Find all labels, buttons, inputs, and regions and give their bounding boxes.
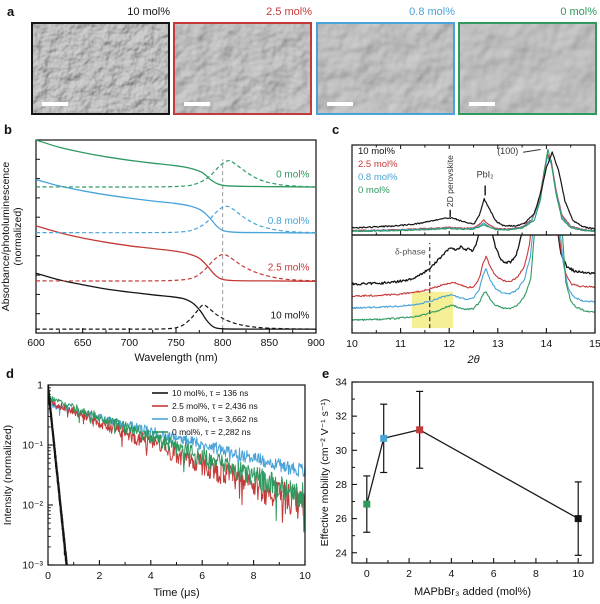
svg-text:10⁻²: 10⁻²	[22, 500, 43, 512]
svg-text:26: 26	[335, 513, 347, 525]
svg-text:(100): (100)	[497, 146, 518, 156]
svg-text:30: 30	[335, 445, 347, 457]
sem-texture	[318, 24, 453, 113]
svg-text:Intensity (normalized): Intensity (normalized)	[2, 425, 14, 525]
svg-text:8: 8	[533, 568, 539, 580]
sem-image-label: 2.5 mol%	[266, 6, 312, 18]
svg-text:2: 2	[406, 568, 412, 580]
svg-text:15: 15	[589, 338, 600, 350]
svg-text:(normalized): (normalized)	[12, 207, 24, 265]
sem-texture	[175, 24, 310, 113]
svg-text:0.8 mol%: 0.8 mol%	[358, 172, 398, 183]
svg-text:10 mol%, τ = 136 ns: 10 mol%, τ = 136 ns	[172, 388, 248, 398]
svg-text:24: 24	[335, 547, 347, 559]
svg-text:PbI₂: PbI₂	[477, 169, 495, 179]
svg-text:10: 10	[572, 568, 584, 580]
panel-letter-a: a	[7, 4, 15, 19]
svg-text:1: 1	[37, 380, 43, 392]
svg-text:0 mol%: 0 mol%	[276, 170, 309, 181]
svg-text:750: 750	[167, 337, 185, 349]
svg-text:4: 4	[148, 570, 154, 582]
absorbance-pl-chart: 600 650 700 750 800 850 900 10 mol% 2.5 mol% 0.8 …	[0, 139, 325, 364]
svg-text:10: 10	[299, 570, 311, 582]
svg-text:700: 700	[121, 337, 139, 349]
svg-text:6: 6	[199, 570, 205, 582]
svg-text:0 mol%, τ = 2,282 ns: 0 mol%, τ = 2,282 ns	[172, 427, 251, 437]
svg-text:MAPbBr₃ added (mol%): MAPbBr₃ added (mol%)	[414, 586, 531, 598]
svg-text:2: 2	[96, 570, 102, 582]
svg-text:34: 34	[335, 377, 347, 389]
scale-bar-icon	[42, 102, 68, 106]
svg-text:0.8 mol%: 0.8 mol%	[268, 216, 310, 227]
svg-text:0 mol%: 0 mol%	[358, 185, 390, 196]
svg-text:Effective mobility (cm⁻² V⁻¹ s: Effective mobility (cm⁻² V⁻¹ s⁻¹)	[320, 399, 331, 547]
svg-text:28: 28	[335, 479, 347, 491]
svg-text:10⁻³: 10⁻³	[22, 560, 43, 572]
svg-text:2θ: 2θ	[466, 354, 479, 366]
xrd-chart: δ-phase 10 11 12 13 14 15 10 mol% 2.5 mol% 0.8 mo…	[346, 144, 600, 366]
svg-text:10⁻¹: 10⁻¹	[22, 440, 43, 452]
sem-image	[173, 22, 312, 115]
svg-text:2.5 mol%, τ = 2,436 ns: 2.5 mol%, τ = 2,436 ns	[172, 401, 258, 411]
sem-texture	[33, 24, 168, 113]
svg-text:10: 10	[346, 338, 358, 350]
svg-text:Wavelength (nm): Wavelength (nm)	[134, 352, 217, 364]
sem-image	[458, 22, 597, 115]
panel-letter-b: b	[4, 122, 12, 137]
svg-text:10 mol%: 10 mol%	[358, 146, 396, 157]
svg-text:10 mol%: 10 mol%	[271, 311, 310, 322]
sem-image	[316, 22, 455, 115]
scale-bar-icon	[469, 102, 495, 106]
svg-text:600: 600	[27, 337, 45, 349]
svg-text:12: 12	[443, 338, 455, 350]
svg-text:850: 850	[261, 337, 279, 349]
sem-image-label: 10 mol%	[127, 6, 170, 18]
svg-text:Time (μs): Time (μs)	[153, 587, 199, 599]
panel-letter-e: e	[322, 366, 330, 381]
panel-letter-c: c	[332, 122, 340, 137]
sem-texture	[460, 24, 595, 113]
sem-image-label: 0.8 mol%	[409, 6, 455, 18]
sem-image	[31, 22, 170, 115]
svg-text:δ-phase: δ-phase	[395, 247, 426, 257]
svg-text:13: 13	[492, 338, 504, 350]
trpl-decay-chart: 1 10⁻¹ 10⁻² 10⁻³0 2 4 6 8 10 10 mol%, τ = 136 ns 2…	[2, 380, 311, 600]
sem-image-label: 0 mol%	[560, 6, 597, 18]
svg-text:0: 0	[45, 570, 51, 582]
svg-text:32: 32	[335, 411, 347, 423]
svg-text:6: 6	[491, 568, 497, 580]
svg-text:14: 14	[541, 338, 553, 350]
svg-text:800: 800	[214, 337, 232, 349]
svg-text:900: 900	[307, 337, 325, 349]
svg-text:Absorbance/photoluminescence: Absorbance/photoluminescence	[0, 162, 12, 312]
svg-text:11: 11	[395, 338, 406, 350]
svg-text:0.8 mol%, τ = 3,662 ns: 0.8 mol%, τ = 3,662 ns	[172, 414, 258, 424]
svg-text:2D perovskite: 2D perovskite	[445, 155, 455, 207]
svg-text:2.5 mol%: 2.5 mol%	[358, 159, 398, 170]
svg-text:8: 8	[251, 570, 257, 582]
scale-bar-icon	[184, 102, 210, 106]
svg-text:650: 650	[74, 337, 92, 349]
panel-letter-d: d	[6, 366, 14, 381]
scale-bar-icon	[327, 102, 353, 106]
svg-text:4: 4	[448, 568, 454, 580]
svg-text:2.5 mol%: 2.5 mol%	[268, 262, 310, 273]
svg-text:0: 0	[364, 568, 370, 580]
